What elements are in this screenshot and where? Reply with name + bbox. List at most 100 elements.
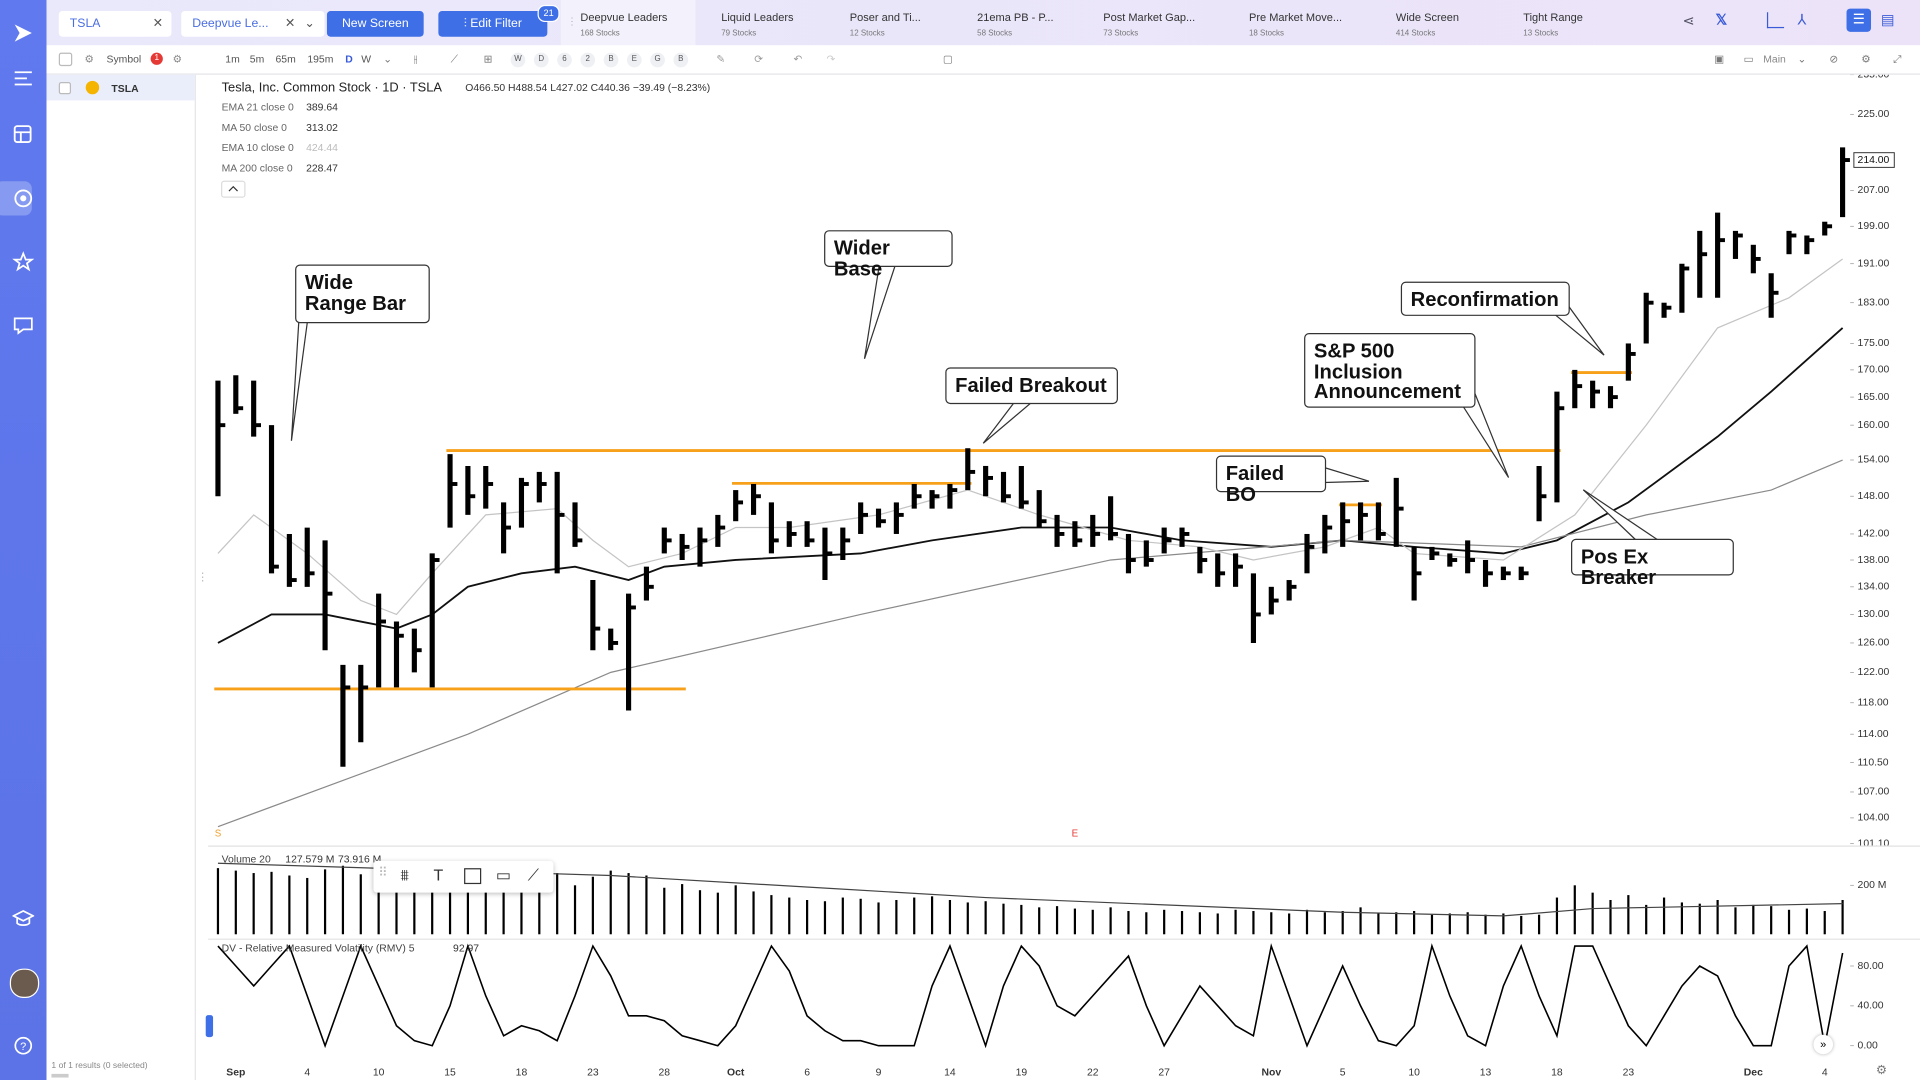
callout-tool[interactable]: ▭	[495, 865, 511, 885]
screen-tab[interactable]: Post Market Gap... 73 Stocks	[1084, 0, 1230, 45]
axis-settings[interactable]: ⚙	[1875, 1064, 1887, 1078]
clear-icon[interactable]: ✕	[284, 17, 296, 31]
rmv-line	[217, 943, 1844, 1049]
screen-tab[interactable]: Deepvue Leaders 168 Stocks ⋮	[560, 0, 696, 46]
alerts-icon[interactable]	[12, 315, 34, 337]
filter-chip[interactable]: B	[603, 52, 619, 68]
y-tick-label: 175.00	[1858, 338, 1890, 349]
filter-chip[interactable]: E	[626, 52, 642, 68]
layout-select[interactable]: Main	[1763, 52, 1786, 65]
zoom-icon[interactable]: ⊘	[1829, 52, 1839, 65]
y-tick-label: 80.00	[1858, 961, 1884, 972]
watchlist-icon[interactable]	[12, 251, 35, 273]
timeframe[interactable]: D	[345, 52, 353, 65]
refresh-icon[interactable]: ⟳	[754, 52, 764, 65]
screen-tab[interactable]: Poser and Ti... 12 Stocks	[830, 0, 957, 45]
drag-handle[interactable]: ⠿	[378, 866, 388, 881]
compare-icon[interactable]: ⅄	[1797, 11, 1807, 29]
grid-icon[interactable]: ⊞	[483, 52, 493, 65]
text-tool[interactable]: T	[433, 865, 444, 885]
filter-chip[interactable]: B	[673, 52, 689, 68]
list-view-button[interactable]: ☰	[1846, 8, 1872, 32]
filter-chip[interactable]: W	[510, 52, 526, 68]
indicator-value: 389.64	[306, 103, 338, 114]
chart-mode-icon[interactable]	[1766, 12, 1785, 29]
indicator-name: MA 50 close 0	[222, 123, 287, 134]
sidebar: ?	[0, 0, 47, 1080]
indicator-icon[interactable]: ⫲	[413, 52, 418, 65]
edit-filter-text: Edit Filter	[470, 17, 522, 31]
filter-chip[interactable]: G	[650, 52, 665, 68]
screen-count: 79 Stocks	[721, 29, 757, 38]
clear-icon[interactable]: ✕	[152, 17, 163, 31]
menu-icon[interactable]	[12, 67, 34, 89]
folder-icon[interactable]: ▭	[1743, 52, 1754, 65]
callout: Wider Base	[824, 230, 953, 279]
share-icon[interactable]: ⋖	[1682, 12, 1695, 30]
layout-icon[interactable]: ▤	[1880, 11, 1895, 29]
filter-icon: ⫶	[463, 17, 471, 31]
undo-icon[interactable]: ↶	[793, 52, 803, 65]
chart-type-icon[interactable]: ⟋	[450, 52, 458, 65]
settings-icon[interactable]: ⚙	[84, 52, 94, 65]
filter-chip[interactable]: 2	[580, 52, 596, 68]
avatar[interactable]	[9, 968, 40, 998]
pane-handle[interactable]	[205, 1015, 214, 1038]
fullscreen-icon[interactable]: ⤢	[1893, 52, 1902, 65]
chart-settings-icon[interactable]: ⚙	[1861, 52, 1871, 65]
screen-tab[interactable]: Tight Range 13 Stocks	[1504, 0, 1639, 45]
x-tick-label: 5	[1340, 1067, 1346, 1078]
screen-tab[interactable]: 21ema PB - P... 58 Stocks	[958, 0, 1084, 45]
new-screen-button[interactable]: New Screen	[326, 11, 424, 37]
screen-tab[interactable]: Pre Market Move... 18 Stocks	[1229, 0, 1376, 45]
timeframe[interactable]: W	[361, 52, 372, 65]
learn-icon[interactable]	[12, 907, 35, 929]
snapshot-icon[interactable]: ▢	[942, 52, 953, 65]
x-tick-label: 14	[944, 1067, 956, 1078]
screen-name: Liquid Leaders	[721, 11, 794, 24]
timeframe[interactable]: 65m	[275, 52, 296, 65]
y-tick-label: 0.00	[1858, 1040, 1878, 1051]
callout: Wide Range Bar	[295, 264, 430, 324]
select-all-checkbox[interactable]	[58, 52, 73, 67]
rect-tool[interactable]	[464, 868, 482, 885]
timeframe[interactable]: 5m	[249, 52, 265, 65]
last-price-label: 214.00	[1858, 155, 1890, 166]
help-icon[interactable]: ?	[12, 1035, 34, 1057]
screen-select[interactable]: Deepvue Le... ✕ ⌄	[181, 11, 325, 37]
timeframe[interactable]: 195m	[307, 52, 334, 65]
redo-icon[interactable]: ↷	[826, 52, 836, 65]
screen-tab[interactable]: Wide Screen 414 Stocks	[1376, 0, 1503, 45]
line-tool[interactable]: ⟋	[527, 865, 539, 885]
chart-icon[interactable]	[12, 187, 34, 209]
top-bar: TSLA ✕ Deepvue Le... ✕ ⌄ New Screen ⫶ Edit …	[46, 0, 1920, 46]
symbol-row[interactable]: TSLA	[46, 74, 195, 101]
row-checkbox[interactable]	[58, 82, 72, 95]
x-tick-label: Dec	[1744, 1067, 1763, 1078]
x-icon[interactable]: 𝕏	[1715, 11, 1728, 29]
y-tick-label: 170.00	[1858, 365, 1890, 376]
symbol-input[interactable]: TSLA ✕	[58, 11, 172, 37]
layout-chevron[interactable]: ⌄	[1797, 52, 1807, 65]
event-marker: E	[1072, 828, 1079, 839]
filter-chip[interactable]: 6	[557, 52, 572, 68]
scroll-to-end[interactable]: »	[1813, 1034, 1834, 1055]
x-tick-label: 23	[1623, 1067, 1635, 1078]
pane-value: 73.916 M	[338, 854, 381, 865]
chevron: ⌄	[304, 17, 315, 31]
timeframe-chevron[interactable]: ⌄	[383, 52, 392, 65]
logo[interactable]	[12, 22, 34, 44]
pattern-tool[interactable]: ⩩	[400, 865, 409, 885]
timeframe[interactable]: 1m	[225, 52, 240, 65]
screener-icon[interactable]	[12, 124, 34, 146]
edit-filter-button[interactable]: ⫶ Edit Filter	[438, 11, 548, 37]
draw-icon[interactable]: ✎	[716, 52, 726, 65]
drawing-toolbar: ⠿ ⩩ T ▭ ⟋	[373, 860, 554, 893]
symbol-column-header[interactable]: Symbol	[106, 52, 142, 65]
splitter[interactable]: ⋮	[197, 570, 209, 583]
panel-icon[interactable]: ▣	[1714, 52, 1725, 65]
screen-tab[interactable]: Liquid Leaders 79 Stocks	[702, 0, 829, 45]
x-tick-label: 22	[1087, 1067, 1099, 1078]
filter-chip[interactable]: D	[533, 52, 549, 68]
column-settings-icon[interactable]: ⚙	[172, 52, 182, 65]
